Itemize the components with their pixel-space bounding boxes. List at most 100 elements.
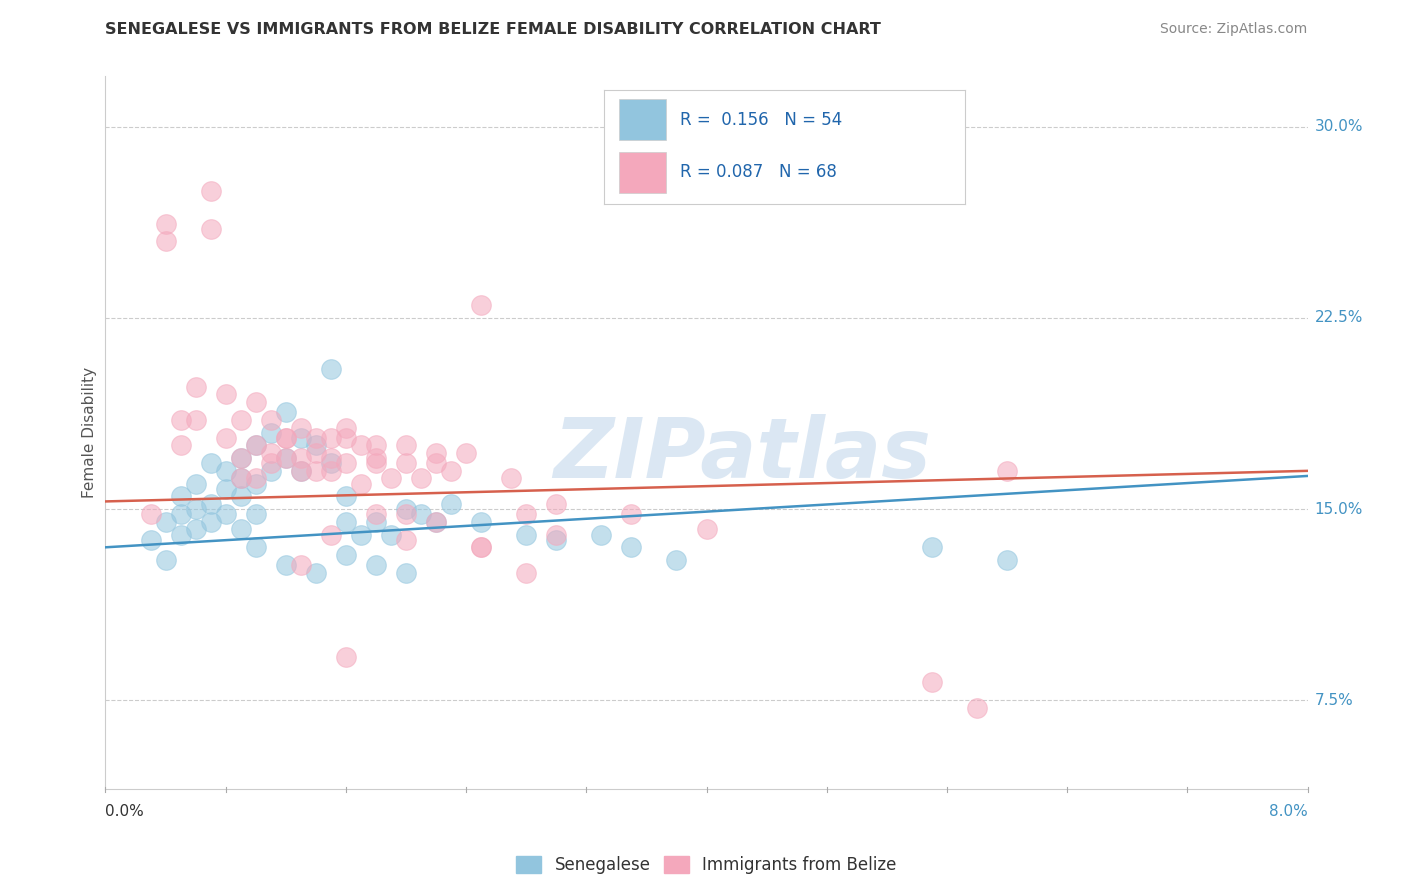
Point [274,558,297,573]
Point [274,451,297,466]
Point [515,527,537,541]
Point [440,464,463,478]
Point [260,456,283,470]
Point [591,527,613,541]
Point [546,527,568,541]
Point [245,438,267,452]
Point [305,446,328,460]
Point [319,431,342,445]
Point [319,456,342,470]
Point [395,438,418,452]
Point [395,566,418,580]
Point [395,502,418,516]
Point [425,515,447,529]
Point [139,507,162,521]
Point [260,446,283,460]
Point [290,464,312,478]
Point [245,541,267,555]
Point [425,456,447,470]
Point [350,476,373,491]
Point [305,431,328,445]
Point [200,515,222,529]
Point [245,476,267,491]
Point [260,413,283,427]
Text: ZIPatlas: ZIPatlas [554,414,932,494]
Text: 15.0%: 15.0% [1315,501,1362,516]
Point [470,541,492,555]
Point [245,471,267,485]
Point [335,489,357,503]
Point [364,438,387,452]
Point [515,507,537,521]
Point [200,184,222,198]
Point [395,533,418,547]
Point [184,523,207,537]
Point [470,515,492,529]
Text: 30.0%: 30.0% [1315,120,1362,135]
Point [364,515,387,529]
Point [515,566,537,580]
Point [425,446,447,460]
Point [350,527,373,541]
Point [229,523,252,537]
Point [380,471,402,485]
Point [546,533,568,547]
Point [184,413,207,427]
Point [350,438,373,452]
Point [409,471,432,485]
Point [200,456,222,470]
Point [696,523,718,537]
Point [395,507,418,521]
Text: 22.5%: 22.5% [1315,310,1362,326]
Point [966,701,988,715]
Point [155,515,177,529]
Point [169,413,191,427]
Y-axis label: Female Disability: Female Disability [82,367,97,499]
Point [501,471,523,485]
Point [335,420,357,434]
Point [274,451,297,466]
Point [364,456,387,470]
Point [169,507,191,521]
Point [319,464,342,478]
Point [290,420,312,434]
Point [305,464,328,478]
Point [319,362,342,376]
Point [290,558,312,573]
Point [425,515,447,529]
Point [245,438,267,452]
Point [305,438,328,452]
Point [335,515,357,529]
Point [184,502,207,516]
Point [305,566,328,580]
Point [454,446,477,460]
Point [380,527,402,541]
Point [214,387,236,401]
Point [470,298,492,312]
Point [364,451,387,466]
Point [169,527,191,541]
Point [200,497,222,511]
Point [260,464,283,478]
Point [921,541,943,555]
Point [364,558,387,573]
Point [319,451,342,466]
Point [229,489,252,503]
Point [169,438,191,452]
Point [229,451,252,466]
Point [229,413,252,427]
Point [364,507,387,521]
Point [620,507,643,521]
Point [335,456,357,470]
Point [290,451,312,466]
Point [155,217,177,231]
Point [245,507,267,521]
Legend: Senegalese, Immigrants from Belize: Senegalese, Immigrants from Belize [516,855,897,874]
Text: SENEGALESE VS IMMIGRANTS FROM BELIZE FEMALE DISABILITY CORRELATION CHART: SENEGALESE VS IMMIGRANTS FROM BELIZE FEM… [105,22,882,37]
Point [409,507,432,521]
Point [995,464,1018,478]
Point [665,553,688,567]
Point [229,471,252,485]
Point [335,649,357,664]
Point [274,405,297,419]
